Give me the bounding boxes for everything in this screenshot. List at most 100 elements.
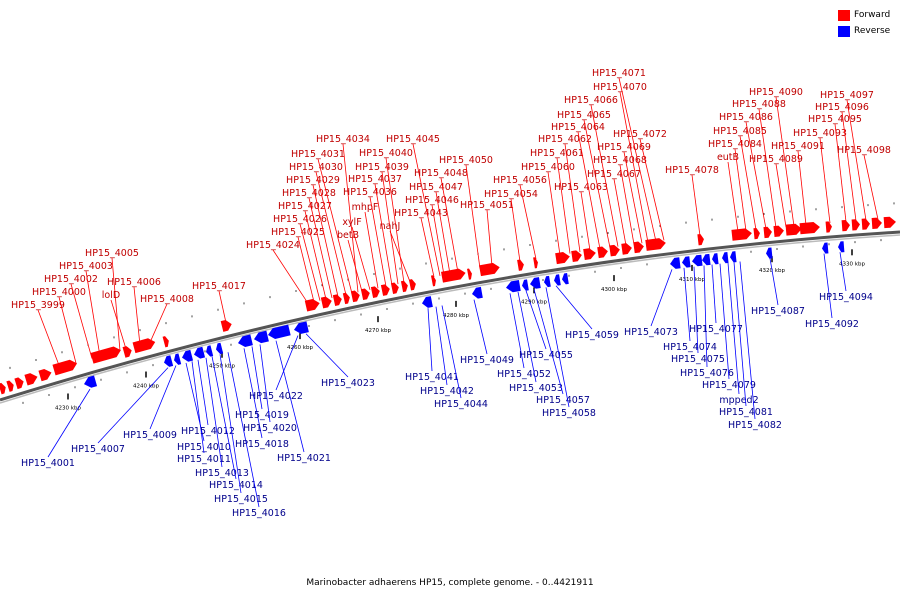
gene-leader-line <box>191 361 205 454</box>
gene-label: HP15_4026 <box>273 214 327 225</box>
gene-leader-line <box>58 296 77 364</box>
gene-label: HP15_4017 <box>192 281 246 292</box>
gene-leader-line <box>797 150 807 226</box>
gene-leader-line <box>839 252 847 292</box>
gene-label: HP15_4086 <box>719 112 773 123</box>
gene-label: HP15_4066 <box>564 95 618 106</box>
forward-gene <box>350 290 360 303</box>
forward-gene <box>609 244 620 257</box>
reverse-gene <box>182 349 194 362</box>
gene-leader-line <box>440 177 459 273</box>
gene-leader-line <box>369 196 387 287</box>
gene-label: HP15_4023 <box>321 378 375 389</box>
forward-gene <box>731 228 752 241</box>
gene-label: HP15_4055 <box>519 350 573 361</box>
forward-gene <box>555 252 570 265</box>
gene-leader-line <box>510 198 521 262</box>
gene-leader-line <box>547 171 561 256</box>
gene-label: HP15_4025 <box>271 227 325 238</box>
forward-gene <box>342 292 350 305</box>
gene-label: HP15_4082 <box>728 420 782 431</box>
reverse-gene <box>164 355 174 367</box>
gene-leader-line <box>775 96 795 227</box>
gene-label: HP15_4059 <box>565 330 619 341</box>
gene-label: HP15_4075 <box>671 354 725 365</box>
forward-gene <box>533 257 538 269</box>
gene-leader-line <box>465 164 481 269</box>
gene-label: HP15_4076 <box>680 368 734 379</box>
reverse-gene <box>530 277 541 289</box>
reverse-gene <box>238 334 253 348</box>
forward-gene <box>597 246 608 259</box>
gene-leader-line <box>533 289 564 395</box>
forward-gene <box>785 223 802 236</box>
gene-label: HP15_4047 <box>409 182 463 193</box>
gene-label: HP15_4087 <box>751 306 805 317</box>
gene-label: HP15_4013 <box>195 468 249 479</box>
gene-label: HP15_4098 <box>837 145 891 156</box>
reverse-gene <box>822 242 829 254</box>
gene-leader-line <box>525 290 547 350</box>
gene-leader-line <box>745 121 767 229</box>
gene-label: HP15_4093 <box>793 128 847 139</box>
gene-leader-line <box>111 257 121 351</box>
reverse-gene <box>722 251 729 264</box>
genome-backbone <box>0 230 900 402</box>
gene-label: HP15_4014 <box>209 480 263 491</box>
gene-leader-line <box>441 305 462 399</box>
gene-label: HP15_4074 <box>663 342 717 353</box>
gene-label: HP15_4094 <box>819 292 873 303</box>
gene-label: HP15_4088 <box>732 99 786 110</box>
forward-legend-swatch <box>838 10 850 21</box>
reverse-gene <box>712 253 719 265</box>
gene-leader-line <box>863 154 879 220</box>
reverse-gene <box>838 241 845 253</box>
reverse-gene <box>84 375 98 388</box>
forward-gene <box>320 296 332 309</box>
forward-gene <box>467 268 472 280</box>
gene-leader-line <box>227 352 260 508</box>
gene-leader-line <box>739 135 757 230</box>
gene-label: HP15_4007 <box>71 444 125 455</box>
forward-gene <box>697 234 704 246</box>
gene-leader-line <box>211 356 237 480</box>
gene-leader-line <box>841 111 857 222</box>
gene-label: HP15_3999 <box>11 300 65 311</box>
scale-tick-label: 4240 kbp <box>133 384 159 390</box>
forward-gene <box>517 259 524 271</box>
forward-gene <box>390 282 399 294</box>
reverse-gene <box>522 279 529 291</box>
gene-leader-line <box>691 174 701 237</box>
reverse-gene <box>194 346 206 359</box>
reverse-gene <box>554 274 561 286</box>
gene-leader-line <box>519 184 537 260</box>
gene-label: HP15_4037 <box>348 174 402 185</box>
forward-gene <box>861 218 870 230</box>
gene-leader-line <box>133 286 141 346</box>
forward-gene <box>90 346 121 364</box>
gene-leader-line <box>297 236 315 303</box>
gene-label: HP15_4054 <box>484 189 538 200</box>
gene-leader-line <box>37 309 61 368</box>
reverse-gene <box>422 296 433 308</box>
gene-label: HP15_4052 <box>497 369 551 380</box>
gene-label: HP15_4027 <box>278 201 332 212</box>
reverse-gene <box>254 330 269 344</box>
reverse-gene <box>216 342 224 355</box>
forward-gene <box>162 336 169 348</box>
forward-gene <box>380 284 390 296</box>
gene-label: HP15_4011 <box>177 454 231 465</box>
gene-leader-line <box>618 77 657 242</box>
gene-label: HP15_4019 <box>235 410 289 421</box>
gene-leader-line <box>205 357 223 468</box>
gene-leader-line <box>85 270 101 357</box>
gene-leader-line <box>364 211 379 289</box>
gene-leader-line <box>97 367 169 444</box>
forward-gene <box>825 221 832 233</box>
gene-leader-line <box>385 157 405 283</box>
reverse-gene <box>562 273 569 285</box>
gene-leader-line <box>315 171 347 296</box>
gene-label: lolD <box>102 290 120 301</box>
gene-label: HP15_4069 <box>597 142 651 153</box>
reverse-gene <box>174 353 182 365</box>
